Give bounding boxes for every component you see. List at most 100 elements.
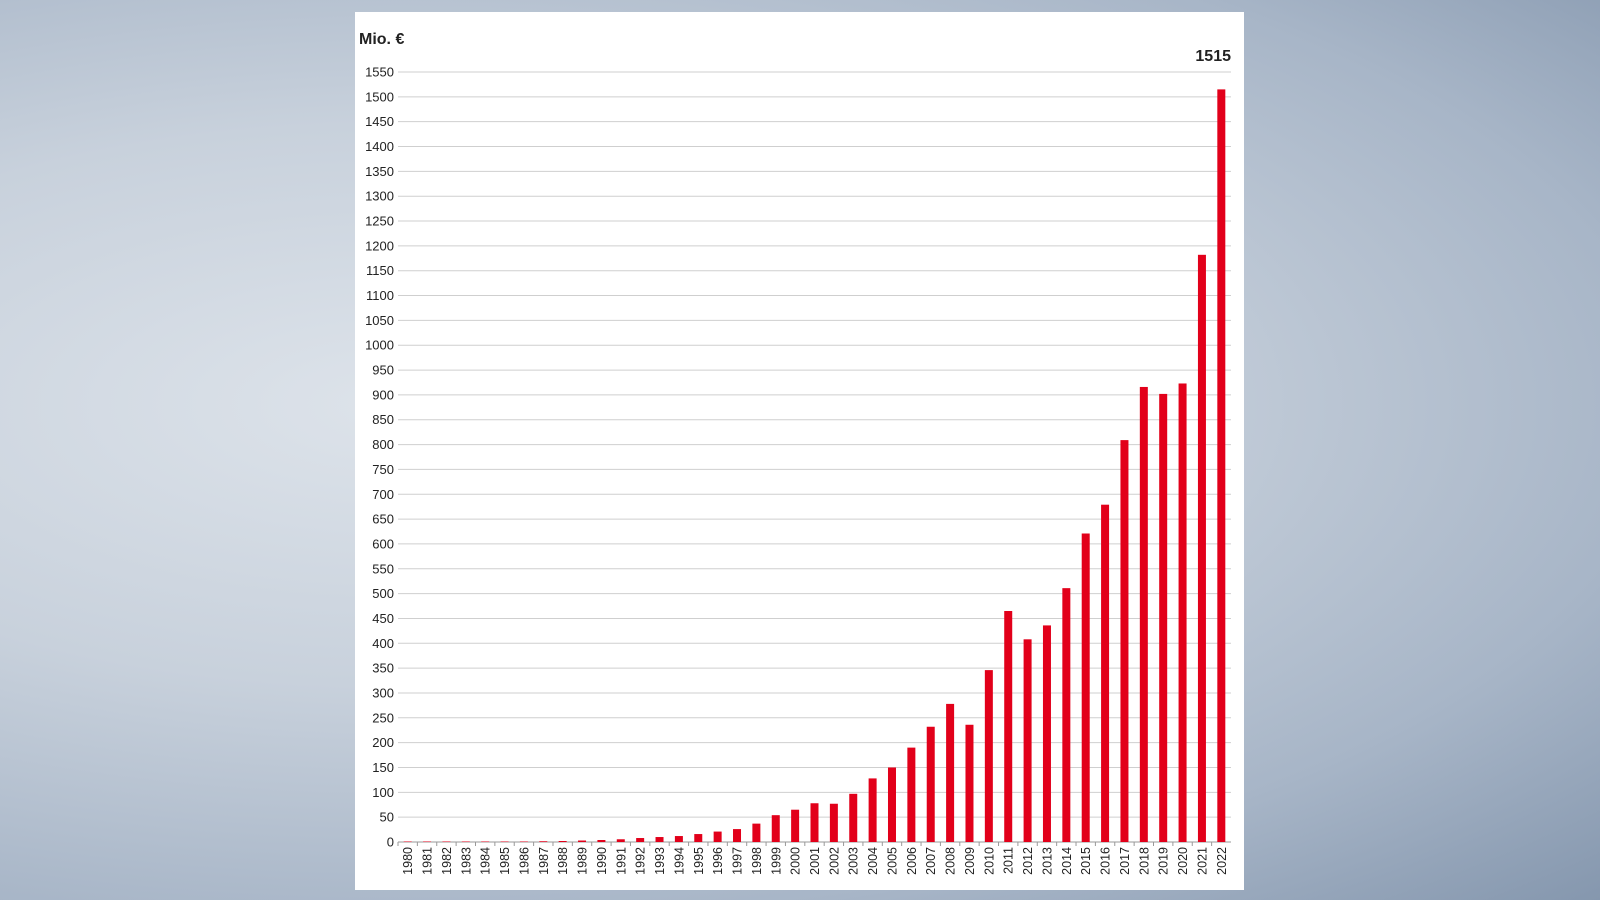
y-tick-label: 1350: [365, 164, 394, 179]
x-tick-label: 2006: [905, 847, 919, 875]
y-tick-label: 1000: [365, 338, 394, 353]
bar-1999: [771, 815, 780, 842]
bar-1982: [442, 841, 451, 842]
x-tick-label: 1994: [672, 847, 686, 875]
y-tick-label: 700: [372, 487, 394, 502]
x-tick-label: 1998: [750, 847, 764, 875]
bar-1995: [694, 834, 703, 842]
x-tick-label: 1997: [731, 847, 745, 875]
y-tick-label: 1200: [365, 238, 394, 253]
bar-1988: [558, 841, 567, 842]
x-tick-label: 1989: [576, 847, 590, 875]
x-tick-label: 1999: [769, 847, 783, 875]
x-tick-label: 1991: [614, 847, 628, 875]
bar-chart: 0 50 100 150 200 250 300 350 400 450 500 550 600 650 7…: [359, 31, 1231, 875]
x-tick-label: 1996: [711, 847, 725, 875]
bar-1987: [539, 841, 548, 842]
y-tick-label: 50: [380, 810, 394, 825]
y-tick-label: 250: [372, 710, 394, 725]
x-tick-label: 2001: [808, 847, 822, 875]
x-tick-label: 2017: [1118, 847, 1132, 875]
y-tick-label: 450: [372, 611, 394, 626]
y-tick-label: 150: [372, 760, 394, 775]
bar-2003: [849, 793, 858, 842]
y-tick-label: 950: [372, 363, 394, 378]
x-tick-label: 1980: [401, 847, 415, 875]
x-tick-label: 2007: [924, 847, 938, 875]
bar-1980: [403, 841, 412, 842]
y-tick-label: 550: [372, 561, 394, 576]
x-tick-label: 2015: [1079, 847, 1093, 875]
bar-2009: [965, 724, 974, 842]
bar-2013: [1042, 625, 1051, 842]
x-tick-label: 2004: [866, 847, 880, 875]
data-labels: 1515: [1195, 48, 1231, 65]
bar-2000: [791, 809, 800, 842]
x-tick-label: 2013: [1040, 847, 1054, 875]
y-tick-label: 500: [372, 586, 394, 601]
x-tick-label: 2011: [1002, 847, 1016, 874]
x-tick-label: 1982: [440, 847, 454, 875]
x-tick-label: 2000: [789, 847, 803, 875]
x-tick-label: 1993: [653, 847, 667, 875]
y-tick-label: 1450: [365, 114, 394, 129]
bar-2006: [907, 747, 916, 842]
bar-2016: [1101, 504, 1110, 842]
y-tick-label: 850: [372, 412, 394, 427]
y-tick-label: 900: [372, 387, 394, 402]
bar-2012: [1023, 639, 1032, 842]
x-tick-label: 1981: [421, 847, 435, 875]
x-tick-label: 1983: [459, 847, 473, 875]
bar-1984: [481, 841, 490, 842]
y-tick-label: 0: [387, 835, 394, 850]
x-tick-label: 1990: [595, 847, 609, 875]
y-tick-label: 800: [372, 437, 394, 452]
data-label-2022: 1515: [1195, 48, 1231, 65]
bar-2011: [1004, 611, 1013, 842]
bar-1997: [733, 829, 742, 842]
x-tick-label: 1992: [634, 847, 648, 875]
bar-2021: [1197, 254, 1206, 843]
x-tick-label: 2005: [885, 847, 899, 875]
x-tick-label: 2022: [1215, 847, 1229, 875]
x-tick-label: 2009: [963, 847, 977, 875]
x-tick-label: 2008: [944, 847, 958, 875]
y-tick-label: 1300: [365, 189, 394, 204]
bar-1985: [500, 841, 509, 842]
x-tick-label: 2003: [847, 847, 861, 875]
bar-2017: [1120, 440, 1129, 842]
bar-2020: [1178, 383, 1187, 842]
bar-2015: [1081, 533, 1090, 842]
y-tick-label: 1100: [366, 288, 394, 303]
bar-2005: [887, 767, 896, 842]
y-tick-label: 1050: [365, 313, 394, 328]
x-tick-label: 2018: [1137, 847, 1151, 875]
y-tick-label: 1550: [365, 65, 394, 80]
bar-1992: [636, 838, 645, 842]
y-tick-label: 300: [372, 685, 394, 700]
bar-1993: [655, 837, 664, 842]
bar-2008: [946, 703, 955, 842]
x-tick-label: 2010: [982, 847, 996, 875]
bar-1989: [578, 840, 587, 842]
bar-1986: [519, 841, 528, 842]
bar-2007: [926, 726, 935, 842]
x-axis-ticks: 1980 1981 1982 1983 1984 1985 1986 1987 1988 1989…: [397, 842, 1229, 875]
bar-2001: [810, 803, 819, 842]
y-tick-label: 200: [372, 735, 394, 750]
chart-card: 0 50 100 150 200 250 300 350 400 450 500 550 600 650 7…: [355, 12, 1244, 890]
x-tick-label: 2016: [1099, 847, 1113, 875]
y-axis-unit-label: Mio. €: [359, 31, 404, 48]
x-tick-label: 1988: [556, 847, 570, 875]
y-tick-label: 350: [372, 661, 394, 676]
y-tick-label: 400: [372, 636, 394, 651]
x-tick-label: 2020: [1176, 847, 1190, 875]
y-tick-label: 1250: [365, 214, 394, 229]
x-tick-label: 1985: [498, 847, 512, 875]
bar-2019: [1159, 393, 1168, 842]
bars: [403, 89, 1226, 843]
x-tick-label: 2014: [1060, 847, 1074, 875]
bar-1991: [616, 839, 625, 842]
bar-2022: [1217, 89, 1226, 843]
bar-1994: [674, 836, 683, 842]
